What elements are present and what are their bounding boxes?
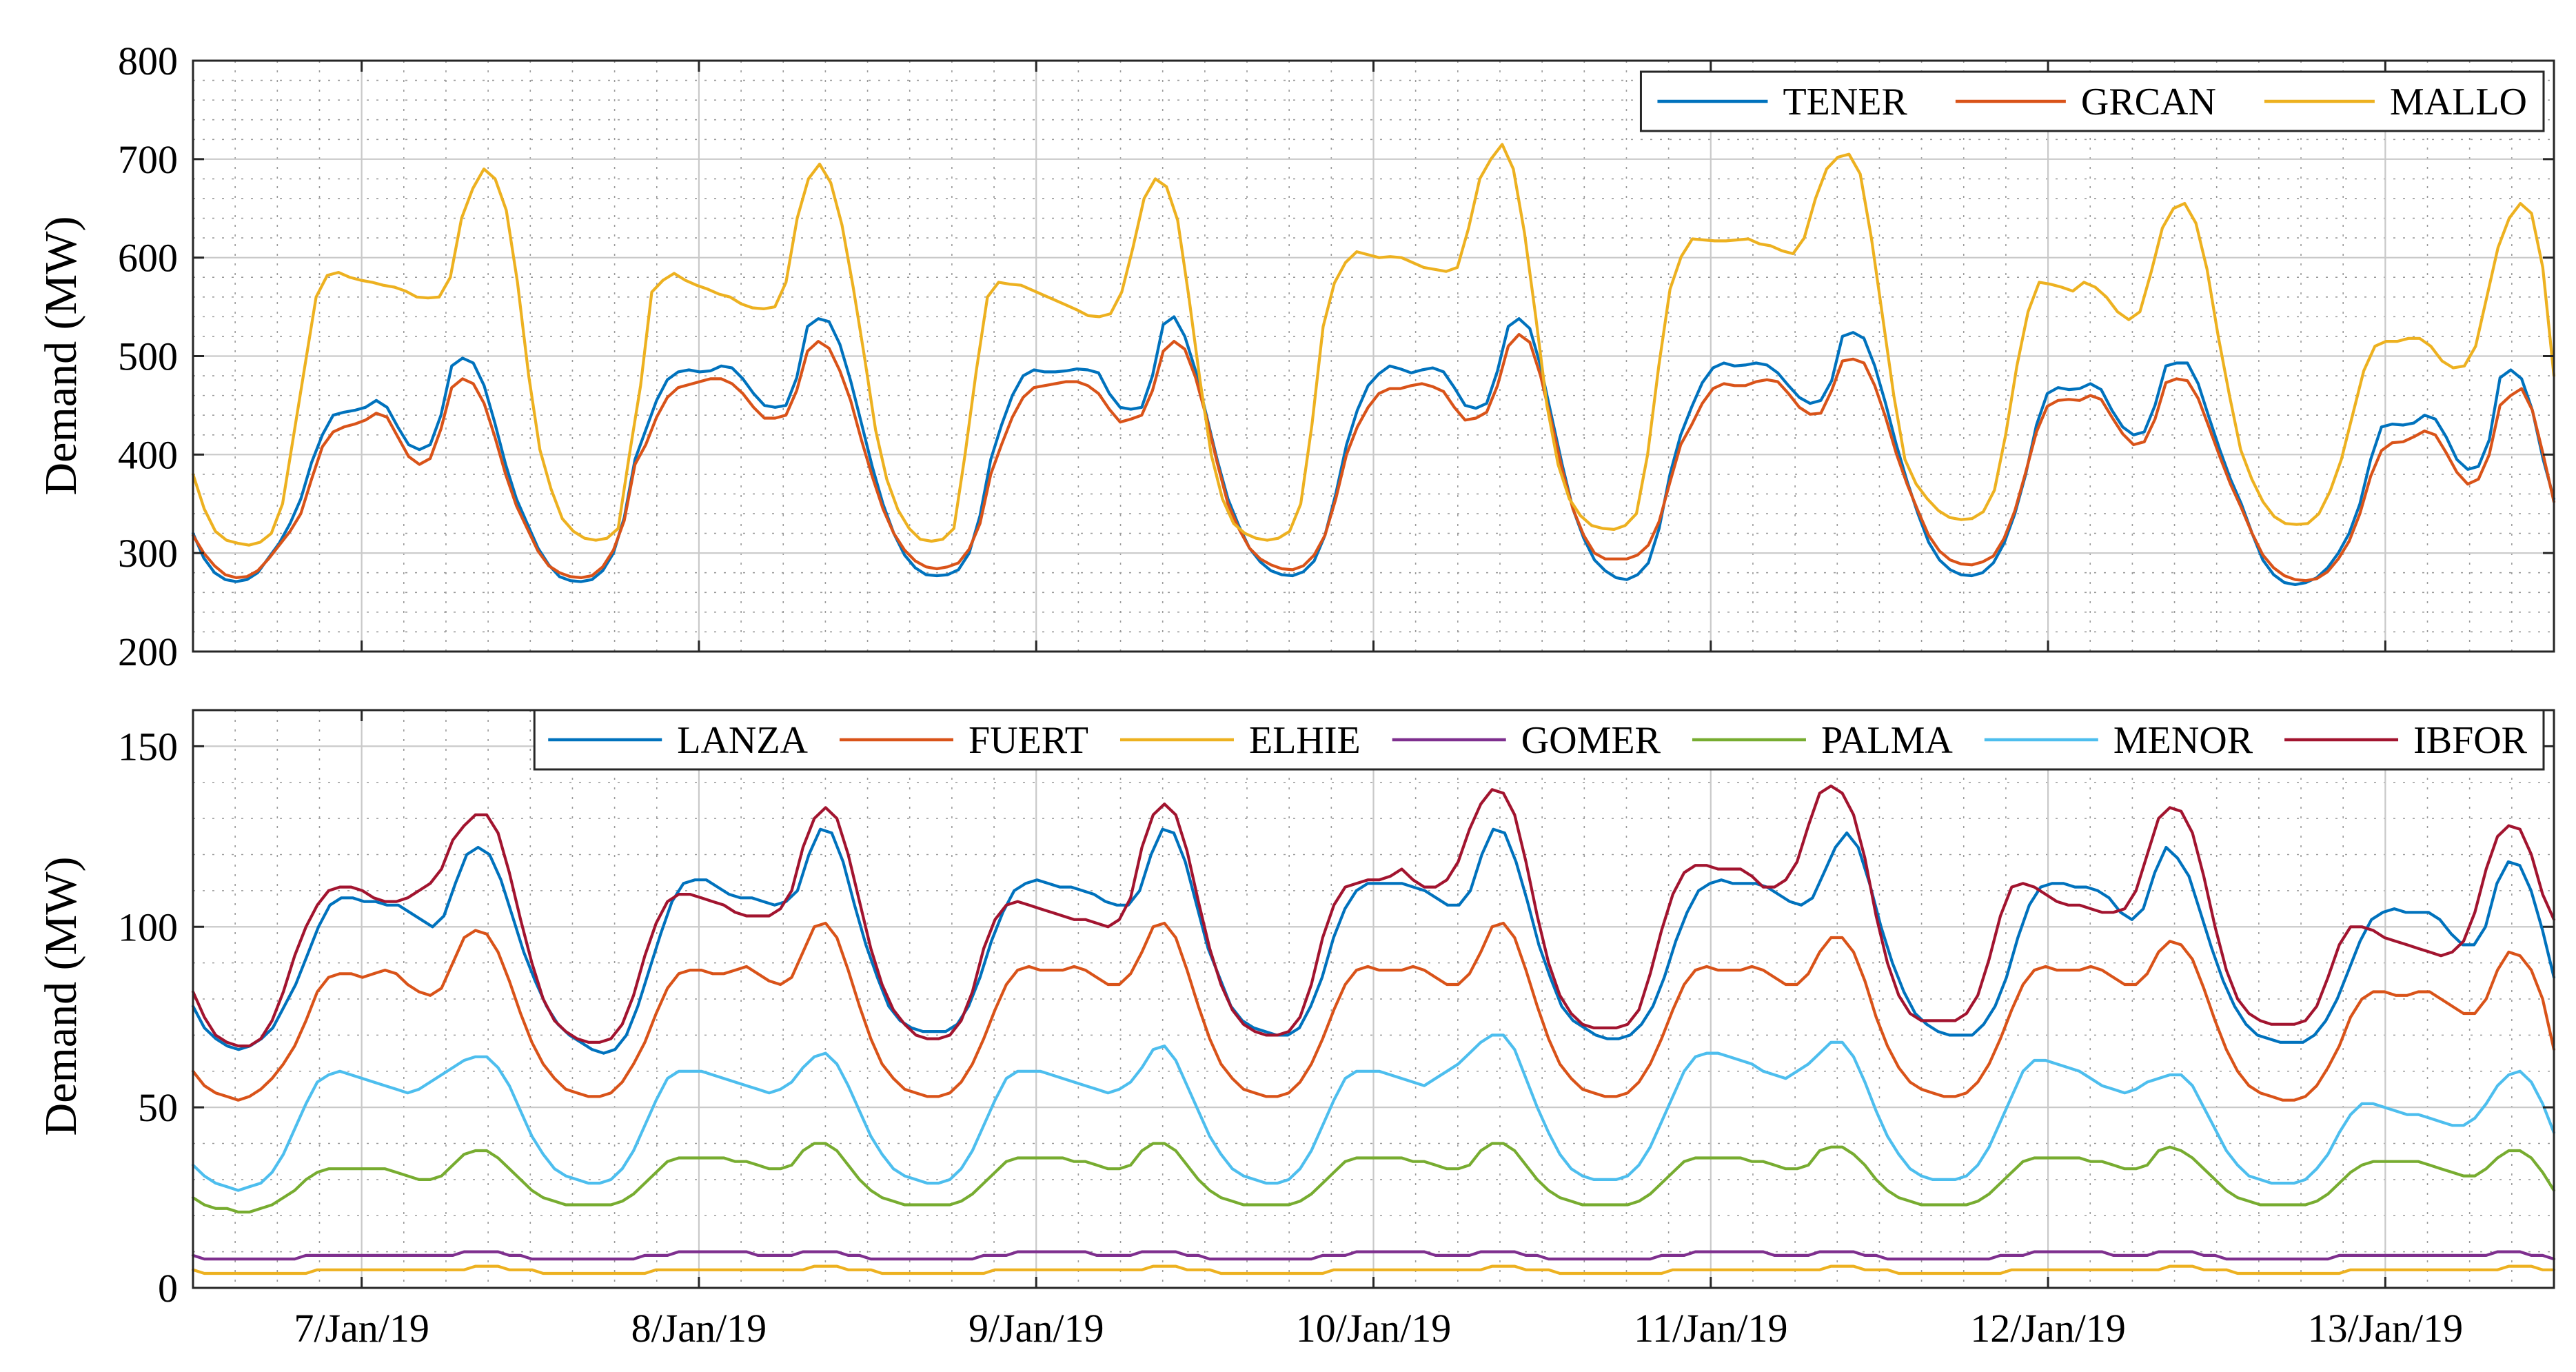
bottom-y-tick-label: 150 <box>118 724 178 769</box>
series-line-ibfor <box>191 784 2556 1048</box>
top-y-tick-label: 600 <box>118 236 178 281</box>
legend-label-lanza: LANZA <box>677 719 808 762</box>
top-y-tick-label: 300 <box>118 531 178 576</box>
x-tick-label: 7/Jan/19 <box>294 1306 429 1351</box>
x-tick-label: 13/Jan/19 <box>2308 1306 2464 1351</box>
legend-label-menor: MENOR <box>2113 719 2253 762</box>
bottom-y-tick-label: 50 <box>138 1085 178 1130</box>
series-line-lanza <box>191 827 2556 1055</box>
top-y-tick-label: 800 <box>118 39 178 83</box>
top-series <box>191 143 2556 587</box>
x-tick-label: 9/Jan/19 <box>968 1306 1104 1351</box>
series-line-gomer <box>191 1250 2556 1261</box>
x-tick-label: 11/Jan/19 <box>1634 1306 1787 1351</box>
top-legend-box <box>1639 70 2545 132</box>
legend-label-fuert: FUERT <box>968 719 1088 762</box>
legend-label-gomer: GOMER <box>1521 719 1661 762</box>
top-y-axis-label: Demand (MW) <box>36 216 86 495</box>
bottom-y-axis-label: Demand (MW) <box>36 856 86 1136</box>
legend-label-palma: PALMA <box>1821 719 1953 762</box>
top-panel: Demand (MW) 200 300 400 500 600 700 800 TENER GR… <box>36 39 2556 674</box>
top-legend: TENER GRCAN MALLO <box>1639 70 2545 132</box>
series-line-fuert <box>191 921 2556 1102</box>
x-tick-label: 10/Jan/19 <box>1296 1306 1452 1351</box>
top-y-tick-label: 200 <box>118 629 178 674</box>
series-line-elhie <box>191 1264 2556 1275</box>
series-line-menor <box>191 1033 2556 1192</box>
series-line-grcan <box>191 333 2556 583</box>
top-y-tick-label: 400 <box>118 432 178 477</box>
bottom-series <box>191 784 2556 1275</box>
bottom-legend: LANZA FUERT ELHIE GOMER PALMA MENOR IBFOR <box>533 709 2545 771</box>
bottom-legend-box <box>533 709 2545 771</box>
series-line-tener <box>191 315 2556 587</box>
bottom-y-tick-label: 0 <box>158 1266 178 1311</box>
bottom-y-tick-label: 100 <box>118 905 178 949</box>
bottom-panel: Demand (MW) 0 50 100 150 7/Jan/19 8/Jan/19 9/J… <box>36 709 2556 1351</box>
x-tick-label: 12/Jan/19 <box>1970 1306 2126 1351</box>
legend-label-elhie: ELHIE <box>1249 719 1361 762</box>
top-y-tick-label: 500 <box>118 334 178 379</box>
legend-label-ibfor: IBFOR <box>2413 719 2528 762</box>
bottom-grid <box>192 709 2555 1289</box>
series-line-mallo <box>191 143 2556 547</box>
top-y-tick-label: 700 <box>118 137 178 182</box>
legend-label-tener: TENER <box>1783 81 1907 123</box>
x-tick-label: 8/Jan/19 <box>631 1306 767 1351</box>
series-line-palma <box>191 1142 2556 1214</box>
legend-label-grcan: GRCAN <box>2081 81 2216 123</box>
legend-label-mallo: MALLO <box>2390 81 2527 123</box>
